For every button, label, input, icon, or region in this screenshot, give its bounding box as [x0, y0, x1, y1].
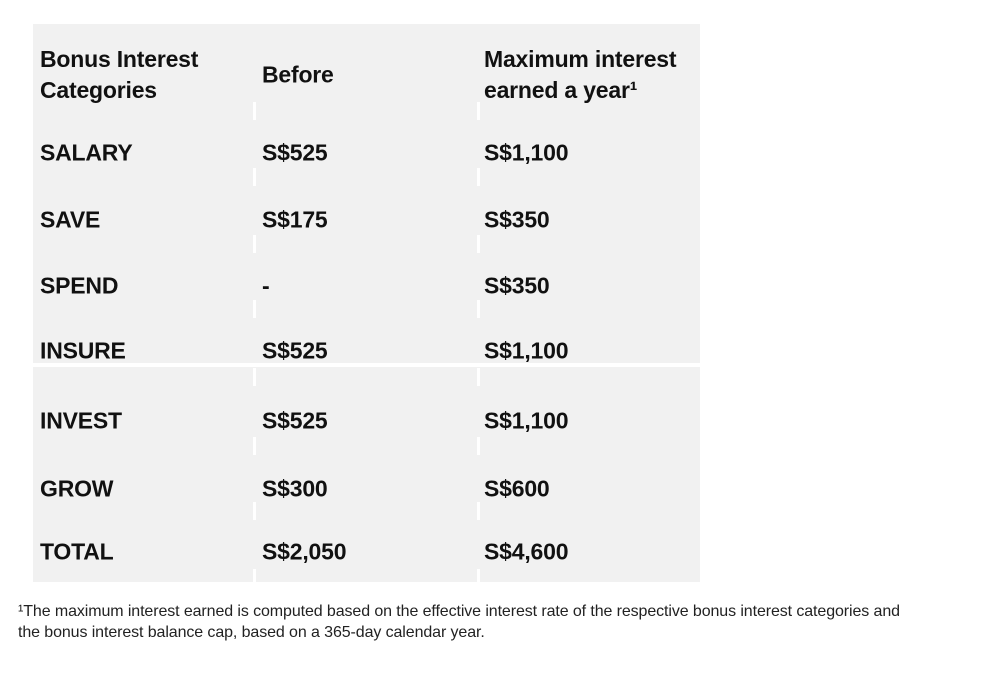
cell-divider-tick: [253, 168, 256, 186]
row-category-label: INSURE: [40, 337, 126, 364]
cell-divider-tick: [253, 569, 256, 582]
cell-divider-tick: [477, 437, 480, 455]
row-category-label: TOTAL: [40, 538, 114, 565]
footnote-line-1: ¹The maximum interest earned is computed…: [18, 603, 900, 620]
table-background-lower: [33, 367, 700, 582]
row-max-interest-value: S$350: [484, 272, 550, 299]
cell-divider-tick: [477, 235, 480, 253]
row-before-value: S$300: [262, 475, 328, 502]
header-bonus-interest-categories: Bonus Interest Categories: [40, 46, 199, 103]
row-before-value: S$2,050: [262, 538, 347, 565]
cell-divider-tick: [253, 235, 256, 253]
row-category-label: SALARY: [40, 139, 133, 166]
row-max-interest-value: S$1,100: [484, 139, 569, 166]
header-before: Before: [262, 61, 334, 88]
cell-divider-tick: [253, 437, 256, 455]
header-max-interest-earned: Maximum interest earned a year¹: [484, 46, 677, 103]
footnote: ¹The maximum interest earned is computed…: [18, 601, 976, 643]
row-max-interest-value: S$4,600: [484, 538, 569, 565]
cell-divider-tick: [253, 368, 256, 386]
row-category-label: SAVE: [40, 206, 101, 233]
row-max-interest-value: S$350: [484, 206, 550, 233]
cell-divider-tick: [477, 502, 480, 520]
cell-divider-tick: [477, 569, 480, 582]
row-before-value: S$175: [262, 206, 328, 233]
cell-divider-tick: [253, 300, 256, 318]
cell-divider-tick: [477, 102, 480, 120]
row-category-label: SPEND: [40, 272, 119, 299]
row-before-value: S$525: [262, 407, 328, 434]
row-max-interest-value: S$1,100: [484, 337, 569, 364]
row-max-interest-value: S$600: [484, 475, 550, 502]
row-before-value: S$525: [262, 337, 328, 364]
cell-divider-tick: [477, 368, 480, 386]
row-category-label: INVEST: [40, 407, 122, 434]
footnote-line-2: the bonus interest balance cap, based on…: [18, 624, 485, 641]
table-background-upper: [33, 24, 700, 363]
cell-divider-tick: [253, 102, 256, 120]
row-before-value: -: [262, 272, 270, 299]
cell-divider-tick: [477, 168, 480, 186]
row-before-value: S$525: [262, 139, 328, 166]
cell-divider-tick: [477, 300, 480, 318]
row-max-interest-value: S$1,100: [484, 407, 569, 434]
cell-divider-tick: [253, 502, 256, 520]
row-category-label: GROW: [40, 475, 114, 502]
